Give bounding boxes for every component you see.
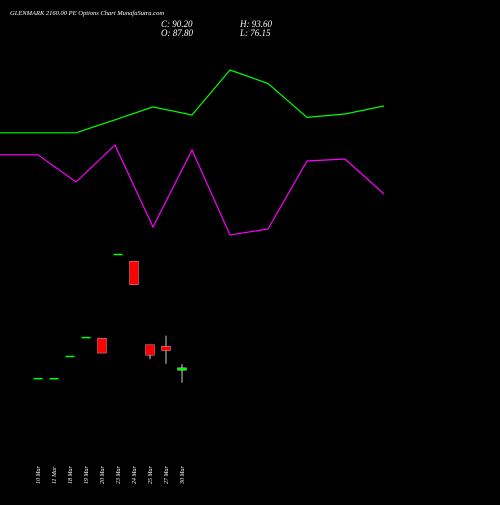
candle [33, 377, 43, 380]
date-label: 10 Mar [36, 466, 42, 484]
candle-body [129, 261, 139, 285]
candle [65, 355, 75, 358]
date-labels: 10 Mar 11 Mar 18 Mar 19 Mar 20 Mar 23 Mar 24 M… [36, 466, 186, 485]
date-label: 18 Mar [68, 466, 74, 484]
candle-body [65, 355, 75, 358]
indicator-lines [0, 69, 385, 236]
date-label: 19 Mar [84, 466, 90, 484]
low-value: L: 76.15 [239, 28, 271, 38]
candle-body [81, 336, 91, 339]
green-indicator-line [0, 69, 385, 134]
candle [129, 261, 139, 285]
candle-body [177, 367, 187, 371]
candle [145, 344, 155, 360]
date-label: 30 Mar [180, 466, 186, 485]
date-label: 25 Mar [148, 466, 154, 484]
chart-title: GLENMARK 2160.00 PE Options Chart Munafa… [10, 10, 164, 17]
candle-body [145, 344, 155, 356]
date-label: 11 Mar [52, 466, 58, 484]
date-label: 20 Mar [100, 466, 106, 484]
candle [97, 337, 107, 354]
candle [177, 364, 187, 383]
magenta-indicator-line [0, 143, 385, 236]
open-value: O: 87.80 [161, 28, 193, 38]
candle-body [33, 377, 43, 380]
candle-body [161, 346, 171, 351]
candle [49, 378, 59, 380]
close-value: C: 90.20 [161, 19, 193, 29]
date-label: 24 Mar [131, 466, 138, 484]
date-label: 27 Mar [164, 466, 170, 484]
candles [33, 253, 187, 383]
candle-body [49, 378, 59, 380]
high-value: H: 93.60 [239, 19, 272, 29]
candle [81, 336, 91, 339]
candle-body [113, 253, 123, 256]
candle-body [97, 337, 107, 354]
candle [113, 253, 123, 256]
candle [161, 335, 171, 364]
date-label: 23 Mar [116, 466, 122, 484]
